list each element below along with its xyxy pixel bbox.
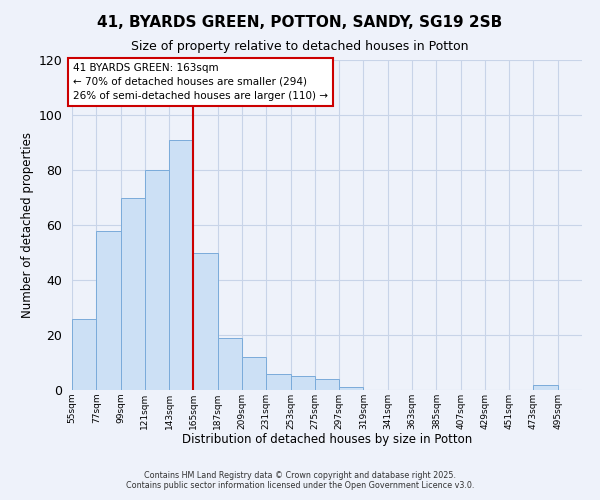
Bar	[315, 379, 339, 390]
Text: Contains HM Land Registry data © Crown copyright and database right 2025.
Contai: Contains HM Land Registry data © Crown c…	[126, 470, 474, 490]
Bar	[72, 318, 96, 390]
Y-axis label: Number of detached properties: Number of detached properties	[21, 132, 34, 318]
Bar	[193, 252, 218, 390]
Bar	[266, 374, 290, 390]
Bar	[96, 230, 121, 390]
Bar	[121, 198, 145, 390]
Bar	[145, 170, 169, 390]
Bar	[218, 338, 242, 390]
Bar	[339, 387, 364, 390]
Bar	[169, 140, 193, 390]
Text: Size of property relative to detached houses in Potton: Size of property relative to detached ho…	[131, 40, 469, 53]
Text: 41 BYARDS GREEN: 163sqm
← 70% of detached houses are smaller (294)
26% of semi-d: 41 BYARDS GREEN: 163sqm ← 70% of detache…	[73, 62, 328, 101]
Bar	[290, 376, 315, 390]
Bar	[533, 384, 558, 390]
X-axis label: Distribution of detached houses by size in Potton: Distribution of detached houses by size …	[182, 434, 472, 446]
Text: 41, BYARDS GREEN, POTTON, SANDY, SG19 2SB: 41, BYARDS GREEN, POTTON, SANDY, SG19 2S…	[97, 15, 503, 30]
Bar	[242, 357, 266, 390]
